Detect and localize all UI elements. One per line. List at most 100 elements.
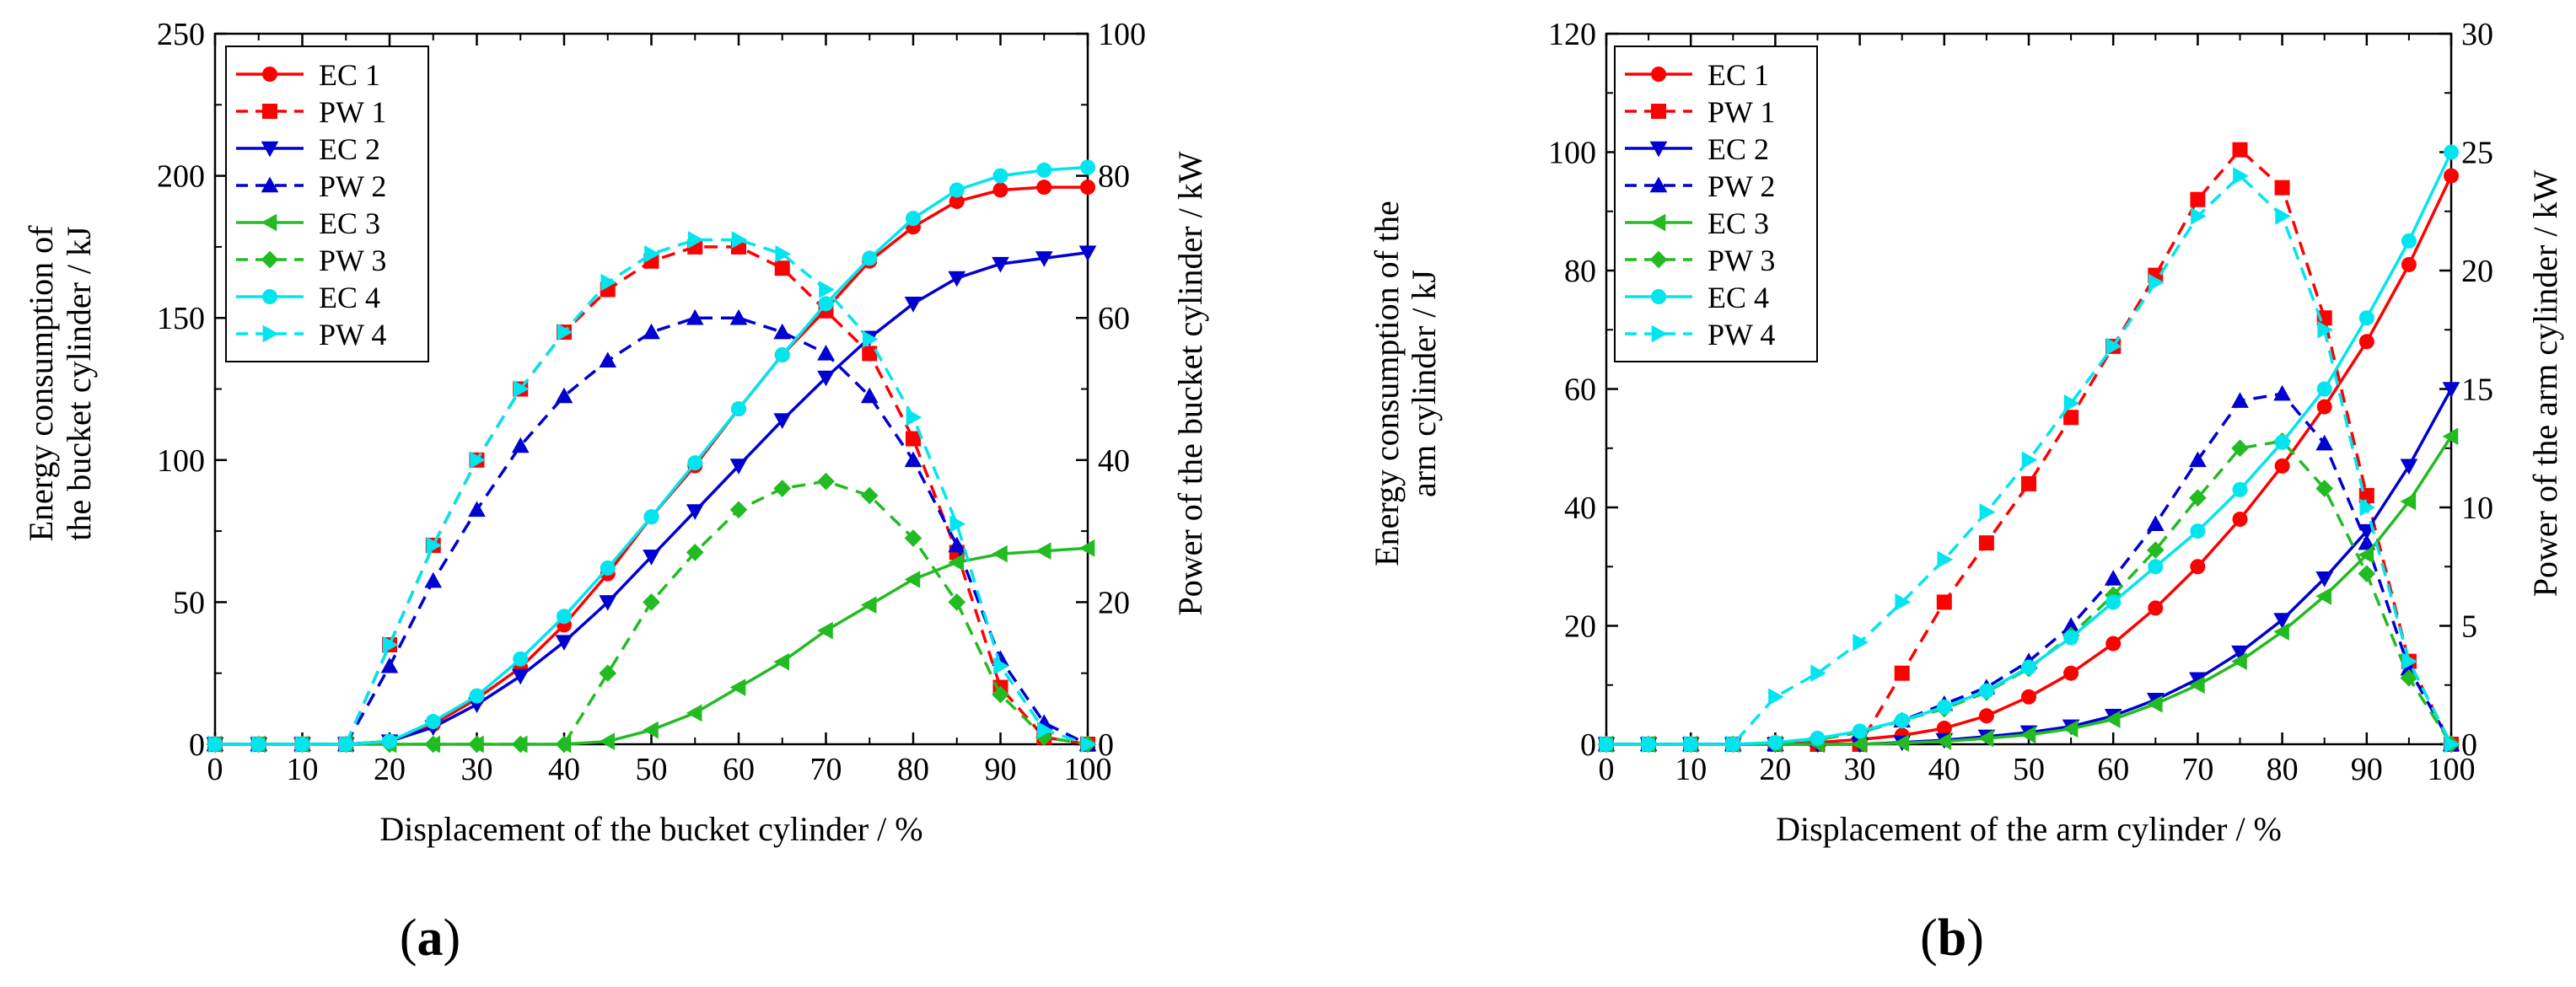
data-point [2400, 459, 2418, 475]
data-point [1078, 539, 1095, 557]
data-point [1978, 683, 1994, 699]
legend-label: PW 4 [319, 318, 386, 351]
y-left-tick-label: 100 [157, 443, 205, 479]
y-right-tick-label: 60 [1098, 301, 1130, 336]
data-point [2232, 481, 2248, 497]
y-right-tick-label: 0 [1098, 727, 1114, 763]
data-point [382, 636, 399, 654]
data-point [773, 480, 792, 497]
legend-marker [262, 67, 277, 82]
data-point [643, 509, 659, 525]
data-point [773, 652, 790, 671]
data-point [599, 351, 617, 368]
data-point [1035, 251, 1053, 267]
x-tick-label: 70 [2181, 752, 2213, 787]
data-point [469, 688, 485, 704]
panel-label-b: (b) [1920, 909, 1984, 967]
data-point [773, 413, 792, 429]
data-point [2401, 256, 2417, 272]
data-point [1080, 159, 1095, 175]
data-point [817, 621, 833, 640]
series-pw-4 [1599, 167, 2460, 754]
legend-box [225, 46, 429, 362]
data-point [2231, 439, 2249, 458]
y-left-tick-label: 40 [1564, 491, 1596, 526]
data-point [949, 193, 965, 209]
data-point [2233, 167, 2249, 185]
data-point [643, 323, 660, 340]
y-left-axis-label: Energy consumption of [22, 225, 60, 541]
data-point [557, 609, 572, 625]
data-point [1810, 664, 1826, 683]
legend-label: PW 1 [319, 95, 386, 129]
data-point [424, 735, 443, 754]
data-point [2400, 668, 2418, 687]
data-point [819, 281, 835, 298]
y-left-tick-label: 200 [157, 159, 205, 195]
legend-marker [261, 141, 279, 158]
series-layer [206, 159, 1097, 754]
data-point [2273, 384, 2291, 401]
data-point [775, 244, 792, 263]
data-point [2146, 515, 2165, 531]
data-point [1080, 180, 1095, 196]
data-point [2232, 512, 2248, 528]
data-point [2062, 720, 2079, 738]
data-point [2274, 458, 2290, 474]
data-point [904, 529, 922, 547]
data-point [1036, 162, 1052, 178]
legend-label: PW 3 [1707, 244, 1775, 277]
legend-marker [1651, 104, 1666, 119]
data-point [992, 256, 1009, 273]
data-point [1936, 594, 1952, 610]
data-point [2316, 381, 2332, 397]
data-point [1936, 721, 1952, 737]
data-point [992, 168, 1008, 184]
data-point [1894, 712, 1910, 728]
data-point [557, 323, 573, 341]
data-point [2190, 559, 2206, 575]
data-point [643, 593, 660, 611]
data-point [774, 347, 790, 363]
data-point [948, 536, 966, 553]
data-point [906, 431, 921, 447]
data-point [686, 504, 704, 520]
data-point [2442, 427, 2459, 446]
x-tick-label: 20 [374, 752, 406, 787]
legend-marker [1651, 289, 1666, 304]
data-point [2019, 726, 2036, 744]
y-left-tick-label: 60 [1564, 373, 1596, 408]
data-point [2104, 711, 2121, 728]
legend-label: EC 4 [1707, 281, 1769, 314]
series-pw-2 [206, 308, 1097, 752]
panel-label-a: (a) [400, 909, 460, 967]
x-axis-label: Displacement of the arm cylinder / % [1776, 810, 2282, 848]
y-right-tick-label: 25 [2461, 136, 2493, 171]
data-point [1683, 735, 1700, 754]
x-tick-label: 70 [810, 752, 842, 787]
data-point [2021, 451, 2038, 469]
y-left-tick-label: 20 [1564, 609, 1596, 645]
series-line [215, 546, 1089, 746]
data-point [513, 651, 529, 667]
y-right-tick-label: 80 [1098, 159, 1130, 195]
legend-label: EC 3 [1707, 207, 1769, 240]
data-point [860, 486, 879, 505]
y-left-tick-label: 150 [157, 301, 205, 336]
data-point [2273, 613, 2291, 629]
data-point [2105, 594, 2122, 610]
data-point [2021, 475, 2036, 491]
series-ec-3 [206, 539, 1095, 754]
legend-marker [1649, 250, 1668, 269]
y-right-tick-label: 20 [2461, 254, 2493, 289]
data-point [729, 679, 746, 696]
data-point [2189, 672, 2207, 689]
data-point [817, 472, 835, 491]
x-tick-label: 100 [2428, 752, 2476, 787]
y-left-axis-label: Energy consumption of the [1368, 201, 1406, 566]
data-point [2444, 735, 2460, 754]
data-point [555, 387, 573, 404]
data-point [1851, 735, 1867, 754]
y-left-axis-label: the bucket cylinder / kJ [60, 226, 98, 540]
